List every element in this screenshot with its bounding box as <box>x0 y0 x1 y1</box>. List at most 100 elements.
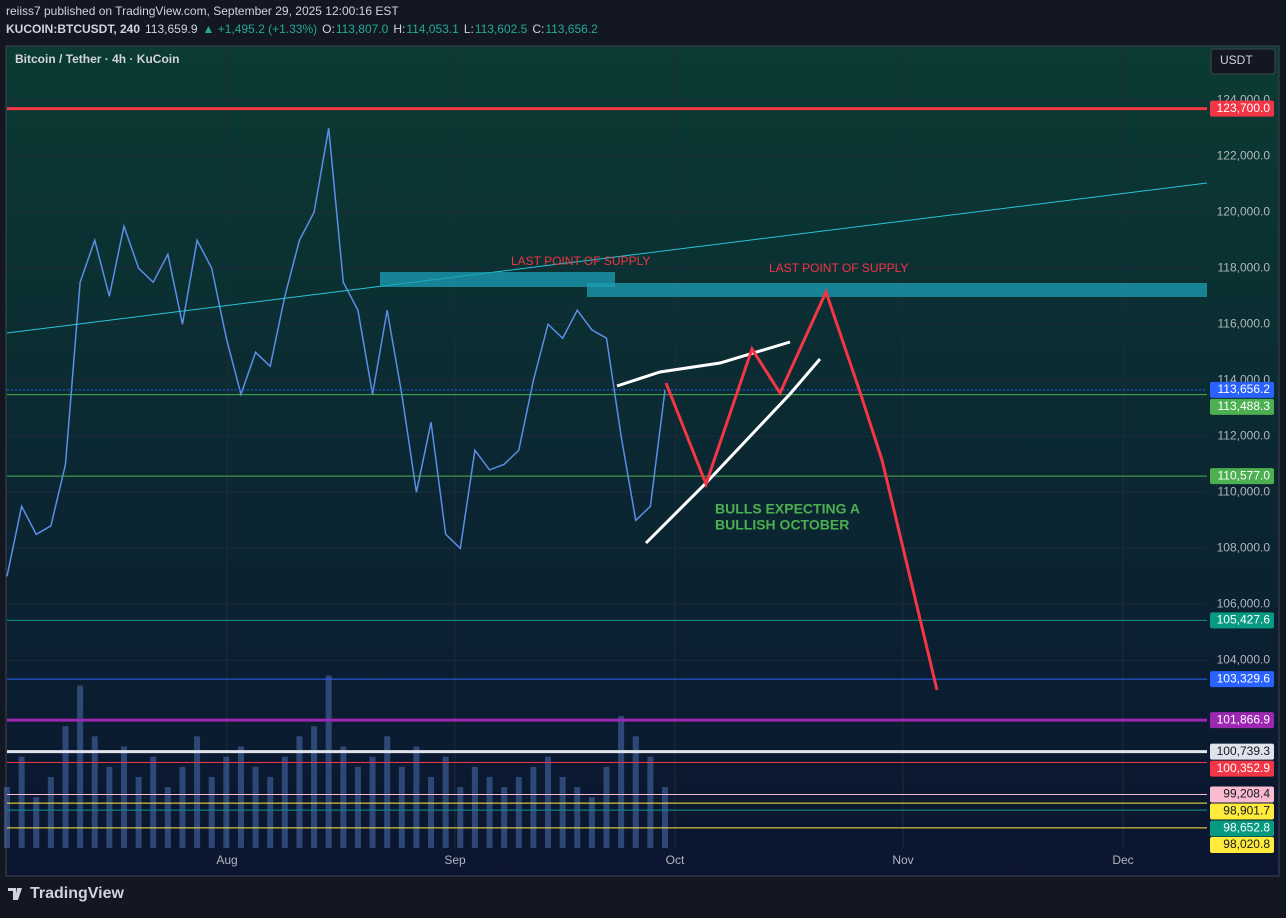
y-tick-label: 120,000.0 <box>1217 204 1271 218</box>
volume-bar <box>559 776 566 848</box>
volume-bar <box>252 766 259 848</box>
projection-path <box>664 287 939 691</box>
volume-bar <box>194 736 201 848</box>
volume-bar <box>325 675 332 848</box>
y-tick-label: 116,000.0 <box>1218 316 1271 330</box>
level-label: 113,488.3 <box>1218 399 1271 413</box>
volume-bar <box>471 766 478 848</box>
level-tag <box>1210 398 1274 415</box>
volume-bar <box>413 746 420 848</box>
volume-bar <box>33 797 40 848</box>
volume-bar <box>311 726 318 848</box>
level-tag <box>1210 671 1274 688</box>
currency-label[interactable]: USDT <box>1220 53 1253 67</box>
volume-bar <box>179 766 186 848</box>
volume-bar <box>515 776 522 848</box>
volume-bar <box>208 776 215 848</box>
level-label: 123,700.0 <box>1217 101 1271 115</box>
volume-bar <box>384 736 391 848</box>
volume-bar <box>369 756 376 848</box>
price-line <box>6 128 666 577</box>
level-tag <box>1210 743 1274 760</box>
level-tag <box>1210 820 1274 837</box>
y-tick-label: 122,000.0 <box>1217 148 1271 162</box>
level-tag <box>1210 803 1274 820</box>
x-tick-label: Sep <box>444 853 466 867</box>
volume-bar <box>237 746 244 848</box>
annotation: BULLS EXPECTING A <box>715 501 860 517</box>
volume-bar <box>267 776 274 848</box>
volume-bar <box>296 736 303 848</box>
chart-frame <box>5 45 1280 877</box>
level-label: 100,352.9 <box>1217 761 1271 775</box>
volume-bar <box>428 776 435 848</box>
level-label: 103,329.6 <box>1217 671 1271 685</box>
volume-bar <box>120 746 127 848</box>
level-label: 100,739.3 <box>1217 744 1271 758</box>
annotation: BULLISH OCTOBER <box>715 517 849 533</box>
annotation: LAST POINT OF SUPPLY <box>769 261 908 275</box>
ticker-part: C: <box>532 22 544 36</box>
supply-zone <box>587 283 1207 297</box>
volume-bar <box>354 766 361 848</box>
volume-bar <box>135 776 142 848</box>
volume-bar <box>588 797 595 848</box>
annotation: LAST POINT OF SUPPLY <box>511 254 650 268</box>
y-tick-label: 108,000.0 <box>1217 540 1271 554</box>
level-tag <box>1210 381 1274 398</box>
level-label: 98,901.7 <box>1223 804 1270 818</box>
volume-bar <box>18 756 25 848</box>
volume-bar <box>62 726 69 848</box>
ticker-part: 113,656.2 <box>545 22 598 36</box>
currency-button[interactable] <box>1210 48 1276 75</box>
logo-icon <box>8 888 22 900</box>
volume-bar <box>545 756 552 848</box>
y-tick-label: 106,000.0 <box>1217 597 1271 611</box>
volume-bar <box>632 736 639 848</box>
chart-title: Bitcoin / Tether · 4h · KuCoin <box>15 52 179 66</box>
level-tag <box>1210 786 1274 803</box>
volume-bar <box>457 787 464 848</box>
volume-bar <box>281 756 288 848</box>
y-tick-label: 118,000.0 <box>1218 260 1271 274</box>
volume-bar <box>603 766 610 848</box>
volume-bar <box>442 756 449 848</box>
ticker-part: 113,807.0 <box>336 22 389 36</box>
y-tick-label: 104,000.0 <box>1217 653 1271 667</box>
volume-bar <box>662 787 668 848</box>
ticker-part: ▲ +1,495.2 (+1.33%) <box>203 22 318 36</box>
volume-bar <box>223 756 230 848</box>
plot <box>4 47 1207 848</box>
trend-line <box>6 182 1208 334</box>
volume-bar <box>106 766 113 848</box>
volume-bar <box>530 766 537 848</box>
wedge-line <box>644 358 822 545</box>
ticker-part: L: <box>464 22 474 36</box>
ticker-part: O: <box>322 22 335 36</box>
level-tag <box>1210 760 1274 777</box>
level-label: 101,866.9 <box>1217 712 1271 726</box>
ticker-line: KUCOIN:BTCUSDT, 240 113,659.9 ▲ +1,495.2 (… <box>6 22 598 36</box>
ticker-part: H: <box>393 22 405 36</box>
y-tick-label: 110,000.0 <box>1218 484 1271 498</box>
volume-bar <box>486 776 493 848</box>
volume-bar <box>77 685 84 848</box>
volume-bar <box>398 766 405 848</box>
x-tick-label: Nov <box>892 853 913 867</box>
ticker-part: 113,602.5 <box>475 22 528 36</box>
level-tag <box>1210 100 1274 117</box>
logo[interactable]: TradingView <box>30 885 125 902</box>
volume-bar <box>150 756 157 848</box>
volume-bar <box>501 787 508 848</box>
ticker-part: 113,659.9 <box>145 22 198 36</box>
volume-bar <box>164 787 171 848</box>
ticker-part: 114,053.1 <box>406 22 459 36</box>
x-tick-label: Oct <box>666 853 685 867</box>
level-label: 99,208.4 <box>1223 787 1270 801</box>
level-tag <box>1210 468 1274 485</box>
volume-bar <box>47 776 54 848</box>
ticker-part: KUCOIN:BTCUSDT, 240 <box>6 22 140 36</box>
level-label: 105,427.6 <box>1217 613 1271 627</box>
level-tag <box>1210 612 1274 629</box>
